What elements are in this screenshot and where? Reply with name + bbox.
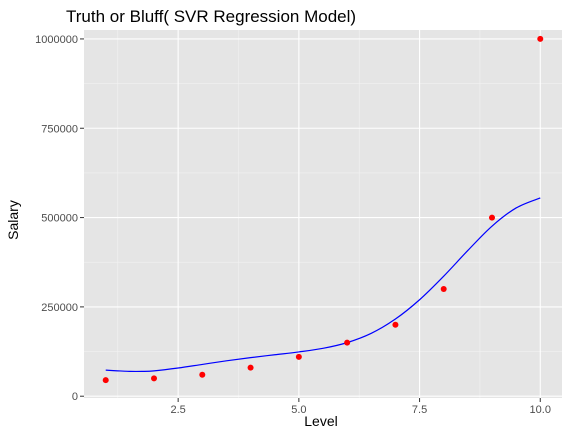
data-point <box>295 353 302 360</box>
data-point <box>247 364 254 371</box>
data-point <box>151 375 158 382</box>
data-point <box>102 377 109 384</box>
fit-line-layer <box>105 197 541 373</box>
y-tick-label: 500000 <box>41 213 78 225</box>
data-point <box>488 214 495 221</box>
plot-panel <box>84 30 562 398</box>
grid-major <box>84 30 562 398</box>
y-axis: 0 250000 500000 750000 1000000 <box>35 34 84 403</box>
data-point <box>440 286 447 293</box>
x-axis: 2.5 5.0 7.5 10.0 <box>171 398 551 416</box>
x-axis-title: Level <box>304 413 337 429</box>
x-tick-label: 2.5 <box>171 404 186 416</box>
data-point <box>537 35 544 42</box>
y-tick-label: 1000000 <box>35 34 78 46</box>
svr-fit-line <box>105 197 541 373</box>
y-axis-title: Salary <box>5 200 21 240</box>
data-points-layer <box>102 35 544 384</box>
y-tick-label: 0 <box>72 391 78 403</box>
data-point <box>344 339 351 346</box>
x-tick-label: 5.0 <box>291 404 306 416</box>
x-tick-label: 7.5 <box>412 404 427 416</box>
data-point <box>199 371 206 378</box>
x-tick-label: 10.0 <box>530 404 551 416</box>
grid-minor <box>84 30 562 398</box>
y-tick-label: 750000 <box>41 123 78 135</box>
y-tick-label: 250000 <box>41 302 78 314</box>
chart-title: Truth or Bluff( SVR Regression Model) <box>66 7 356 26</box>
data-point <box>392 321 399 328</box>
